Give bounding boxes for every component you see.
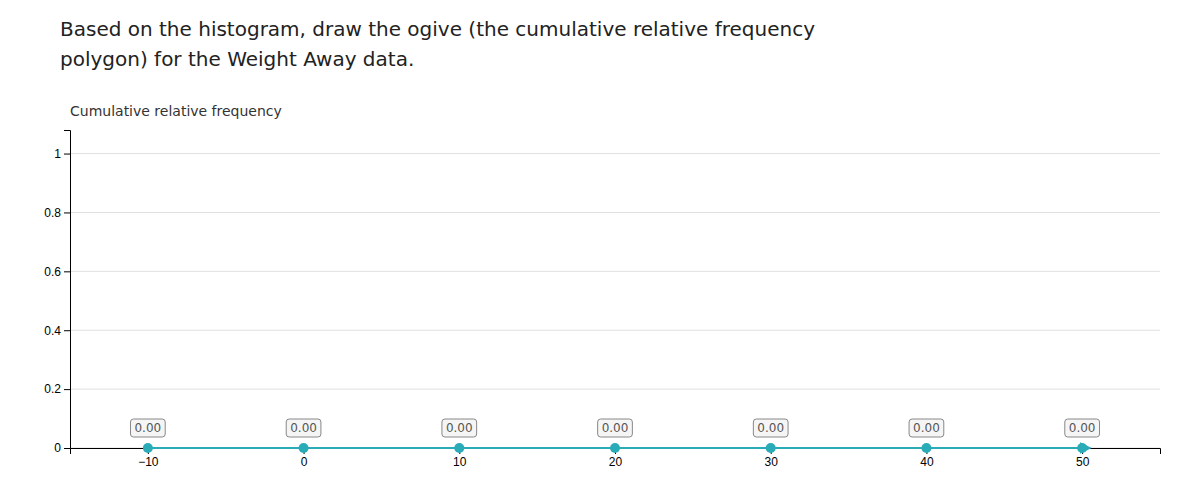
plot-area	[143, 443, 1087, 453]
data-label-box	[1065, 419, 1100, 437]
point	[454, 443, 464, 453]
data-label: 0.00	[446, 421, 473, 435]
x-tick-label: −10	[138, 455, 159, 469]
point	[143, 443, 153, 453]
data-label: 0.00	[913, 421, 940, 435]
x-tick-label: 0	[301, 455, 308, 469]
data-label: 0.00	[1069, 421, 1096, 435]
data-label-group: 0.00	[1065, 419, 1100, 437]
point	[766, 443, 776, 453]
y-tick-mark	[64, 330, 70, 331]
x-tick-label: 20	[609, 455, 623, 469]
data-label-box	[753, 419, 788, 437]
y-tick-label: 0	[54, 441, 61, 455]
y-tick-mark	[64, 271, 70, 272]
data-label-group: 0.00	[598, 419, 633, 437]
data-label-box	[598, 419, 633, 437]
x-tick-label: 50	[1076, 455, 1090, 469]
point	[921, 443, 931, 453]
y-tick-label: 0.6	[44, 265, 61, 279]
y-tick-label: 0.8	[44, 206, 61, 220]
y-tick: 0.4	[44, 324, 70, 338]
title: polygon) for the Weight Away data.	[60, 47, 414, 71]
data-label: 0.00	[134, 421, 161, 435]
data-label: 0.00	[757, 421, 784, 435]
chart: Based on the histogram, draw the ogive (…	[0, 0, 1200, 488]
y-tick-mark	[64, 448, 70, 449]
y-axis: 0 0.2 0.4 0.6 0.8 1	[44, 131, 70, 456]
y-tick-label: 0.2	[44, 382, 61, 396]
y-axis-line	[64, 131, 71, 449]
y-tick: 0.8	[44, 206, 70, 220]
y-axis-title: Cumulative relative frequency	[70, 103, 282, 119]
point	[299, 443, 309, 453]
data-label-group: 0.00	[130, 419, 165, 437]
y-tick: 1	[54, 147, 70, 161]
data-label: 0.00	[602, 421, 629, 435]
x-tick-label: 10	[453, 455, 467, 469]
data-label: 0.00	[290, 421, 317, 435]
grid-line	[70, 389, 1160, 390]
x-tick-label: 40	[920, 455, 934, 469]
y-tick: 0	[54, 441, 70, 455]
data-label-box	[130, 419, 165, 437]
data-label-group: 0.00	[753, 419, 788, 437]
grid	[70, 154, 1160, 448]
y-tick-mark	[64, 212, 70, 213]
data-label-group: 0.00	[286, 419, 321, 437]
grid-line	[70, 212, 1160, 213]
y-tick-label: 1	[54, 147, 61, 161]
grid-line	[70, 330, 1160, 331]
x-tick-label: 30	[765, 455, 779, 469]
data-labels: 0.00 0.00 0.00 0.00 0.00 0.00 0.00	[130, 419, 1099, 437]
title: Based on the histogram, draw the ogive (…	[60, 17, 815, 41]
data-label-box	[442, 419, 477, 437]
point	[610, 443, 620, 453]
point	[1077, 443, 1087, 453]
data-label-group: 0.00	[909, 419, 944, 437]
y-tick-mark	[64, 389, 70, 390]
y-tick: 0.2	[44, 382, 70, 396]
y-tick: 0.6	[44, 265, 70, 279]
y-tick-label: 0.4	[44, 324, 61, 338]
data-label-group: 0.00	[442, 419, 477, 437]
data-label-box	[909, 419, 944, 437]
grid-line	[70, 271, 1160, 272]
data-label-box	[286, 419, 321, 437]
grid-line	[70, 153, 1160, 154]
y-tick-mark	[64, 154, 70, 155]
